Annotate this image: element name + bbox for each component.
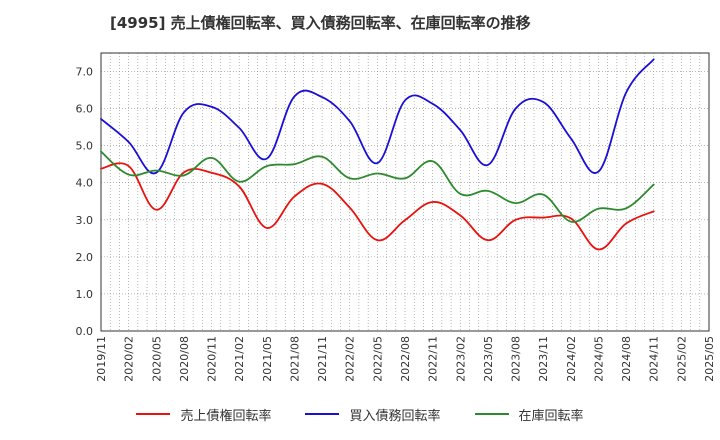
- legend-swatch: [136, 413, 171, 415]
- legend-label: 売上債権回転率: [180, 408, 272, 424]
- x-tick-label: 2021/11: [316, 336, 329, 382]
- legend-item: 在庫回転率: [474, 405, 584, 424]
- x-tick-label: 2023/11: [537, 336, 550, 382]
- x-tick-label: 2024/02: [565, 336, 578, 382]
- x-tick-label: 2021/08: [288, 336, 301, 382]
- legend-label: 買入債務回転率: [349, 408, 441, 424]
- y-tick-label: 3.0: [76, 214, 94, 227]
- legend-label: 在庫回転率: [518, 408, 584, 424]
- series-line-2: [100, 58, 655, 175]
- legend-swatch: [305, 413, 340, 415]
- x-tick-label: 2020/02: [123, 336, 136, 382]
- x-tick-label: 2022/02: [344, 336, 357, 382]
- y-tick-label: 5.0: [76, 140, 94, 153]
- x-tick-label: 2020/08: [178, 336, 191, 382]
- x-tick-label: 2022/11: [427, 336, 440, 382]
- y-tick-label: 2.0: [76, 251, 94, 264]
- x-tick-label: 2024/11: [648, 336, 661, 382]
- legend-swatch: [474, 413, 509, 415]
- y-tick-label: 6.0: [76, 103, 94, 116]
- x-tick-label: 2024/05: [592, 336, 605, 382]
- series-line-3: [100, 150, 655, 223]
- legend-item: 売上債権回転率: [136, 405, 271, 424]
- x-tick-label: 2021/02: [233, 336, 246, 382]
- x-tick-label: 2025/02: [675, 336, 688, 382]
- y-tick-label: 1.0: [76, 288, 94, 301]
- legend-item: 買入債務回転率: [305, 405, 441, 424]
- x-tick-label: 2019/11: [95, 336, 108, 382]
- x-tick-label: 2022/05: [371, 336, 384, 382]
- legend: 売上債権回転率 買入債務回転率 在庫回転率: [0, 400, 720, 428]
- x-tick-label: 2020/05: [150, 336, 163, 382]
- x-tick-label: 2024/08: [620, 336, 633, 382]
- x-tick-label: 2021/05: [261, 336, 274, 382]
- x-tick-label: 2022/08: [399, 336, 412, 382]
- y-tick-label: 4.0: [76, 177, 94, 190]
- x-tick-label: 2023/08: [510, 336, 523, 382]
- x-tick-label: 2020/11: [206, 336, 219, 382]
- y-tick-label: 0.0: [76, 325, 94, 338]
- x-tick-label: 2025/05: [703, 336, 716, 382]
- y-tick-label: 7.0: [76, 66, 94, 79]
- plot-frame: [100, 52, 710, 332]
- chart-title: [4995] 売上債権回転率、買入債務回転率、在庫回転率の推移: [110, 14, 531, 32]
- x-tick-label: 2023/05: [482, 336, 495, 382]
- x-tick-label: 2023/02: [454, 336, 467, 382]
